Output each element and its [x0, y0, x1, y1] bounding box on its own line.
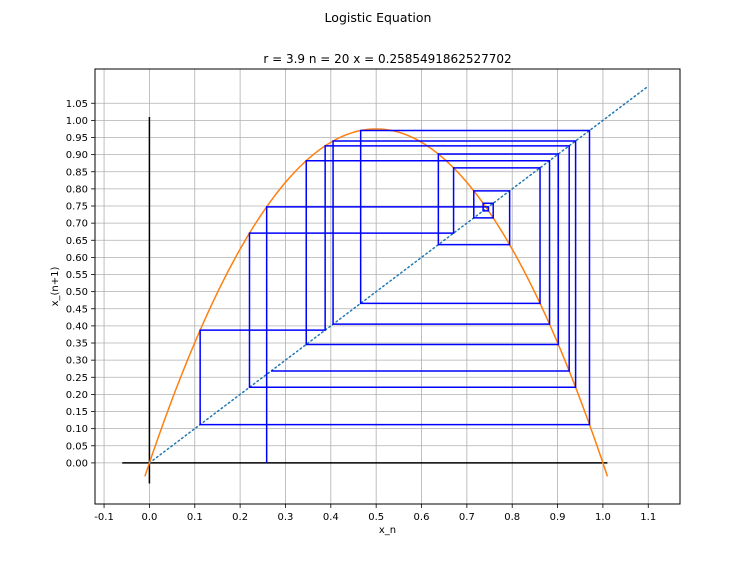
x-tick-label-8: 0.7 [459, 512, 475, 523]
figure-suptitle: Logistic Equation [325, 10, 432, 25]
y-tick-label-0: 0.00 [66, 458, 88, 469]
identity-line [148, 85, 650, 464]
y-tick-label-18: 0.90 [66, 150, 88, 161]
y-tick-label-14: 0.70 [66, 219, 88, 230]
y-tick-label-9: 0.45 [66, 304, 88, 315]
diagonal-line [148, 85, 650, 464]
y-tick-label-16: 0.80 [66, 184, 88, 195]
cobweb-polyline [199, 129, 591, 463]
x-tick-label-7: 0.6 [414, 512, 430, 523]
x-tick-label-0: -0.1 [94, 512, 114, 523]
x-axis-ticks: -0.1 0.0 0.1 0.2 0.3 0.4 0.5 0.6 0.7 0.8 0.9 1.0 1.1 [94, 504, 656, 523]
axes-title: r = 3.9 n = 20 x = 0.2585491862527702 [263, 52, 511, 66]
y-tick-label-4: 0.20 [66, 390, 88, 401]
y-tick-label-12: 0.60 [66, 253, 88, 264]
y-tick-label-6: 0.30 [66, 356, 88, 367]
x-tick-label-10: 0.9 [550, 512, 566, 523]
x-tick-label-11: 1.0 [595, 512, 611, 523]
x-tick-label-3: 0.2 [232, 512, 248, 523]
x-tick-label-9: 0.8 [504, 512, 520, 523]
x-tick-label-6: 0.5 [368, 512, 384, 523]
y-tick-label-8: 0.40 [66, 321, 88, 332]
y-tick-label-17: 0.85 [66, 167, 88, 178]
x-axis-label: x_n [379, 525, 396, 536]
y-tick-label-7: 0.35 [66, 339, 88, 350]
plot-frame [94, 68, 681, 505]
grid-lines [95, 69, 680, 504]
x-tick-label-12: 1.1 [640, 512, 656, 523]
y-tick-label-10: 0.50 [66, 287, 88, 298]
y-tick-label-15: 0.75 [66, 202, 88, 213]
y-tick-label-13: 0.65 [66, 236, 88, 247]
x-tick-label-4: 0.3 [278, 512, 294, 523]
reference-axis-lines [122, 116, 608, 484]
x-tick-label-2: 0.1 [187, 512, 203, 523]
y-tick-label-2: 0.10 [66, 424, 88, 435]
y-axis-ticks: 0.00 0.05 0.10 0.15 0.20 0.25 0.30 0.35 0.40 0.45… [66, 99, 95, 469]
y-axis-label: x_(n+1) [50, 267, 61, 307]
y-tick-label-21: 1.05 [66, 99, 88, 110]
cobweb-path [199, 129, 591, 463]
y-tick-label-5: 0.25 [66, 373, 88, 384]
parabola-curve [144, 128, 609, 477]
x-tick-label-5: 0.4 [323, 512, 339, 523]
x-tick-label-1: 0.0 [141, 512, 157, 523]
logistic-parabola [144, 128, 609, 477]
y-tick-label-19: 0.95 [66, 133, 88, 144]
y-tick-label-20: 1.00 [66, 116, 88, 127]
y-tick-label-3: 0.15 [66, 407, 88, 418]
y-tick-label-1: 0.05 [66, 441, 88, 452]
y-tick-label-11: 0.55 [66, 270, 88, 281]
